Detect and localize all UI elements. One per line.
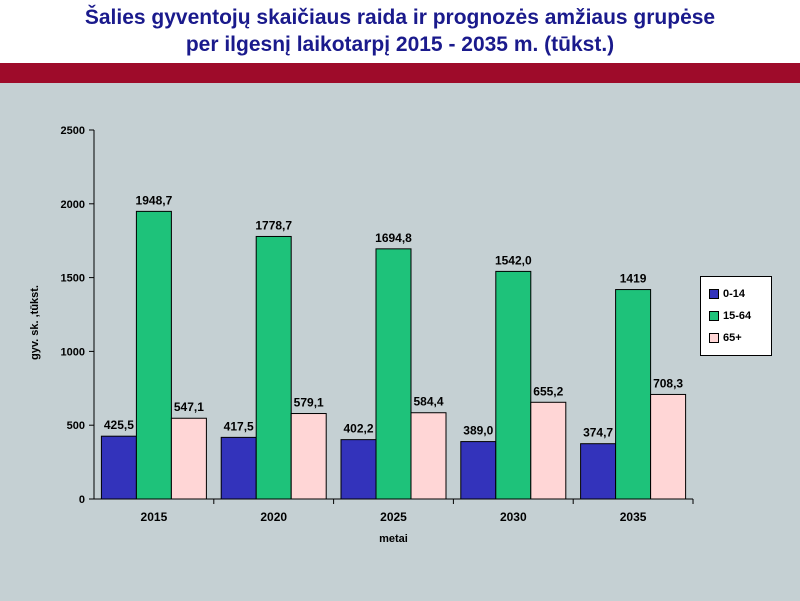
chart-title-line1: Šalies gyventojų skaičiaus raida ir prog… <box>84 6 716 29</box>
bar-chart: 0 500 1000 1500 2000 2500 425,5 1948,7 547,1 2015… <box>29 125 694 545</box>
data-label: 708,3 <box>653 376 683 390</box>
legend-swatch-0-14 <box>709 289 719 299</box>
data-label: 1419 <box>620 272 647 286</box>
data-label: 1948,7 <box>136 193 173 207</box>
data-label: 417,5 <box>224 419 254 433</box>
data-label: 1542,0 <box>495 253 532 267</box>
legend-swatch-15-64 <box>709 311 719 321</box>
data-label: 425,5 <box>104 418 134 432</box>
bar-15-64-2025 <box>375 248 412 500</box>
chart-legend: 0-14 15-64 65+ <box>700 276 772 356</box>
bar-65plus-2025 <box>410 412 447 500</box>
bar-65plus-2030 <box>530 401 567 500</box>
data-label: 579,1 <box>294 396 324 410</box>
data-label: 655,2 <box>533 384 563 398</box>
legend-swatch-65plus <box>709 333 719 343</box>
bar-0-14-2020 <box>220 436 257 500</box>
bar-65plus-2035 <box>650 393 687 500</box>
legend-label-65plus: 65+ <box>723 332 742 344</box>
x-tick-label: 2035 <box>620 510 647 524</box>
data-label: 1694,8 <box>375 231 412 245</box>
x-tick-label: 2025 <box>380 510 407 524</box>
data-label: 1778,7 <box>255 218 292 232</box>
legend-item-0-14: 0-14 <box>709 283 771 305</box>
chart-title-line2: per ilgesnį laikotarpį 2015 - 2035 m. (t… <box>185 33 615 56</box>
bar-15-64-2015 <box>135 210 172 500</box>
legend-label-15-64: 15-64 <box>723 310 752 322</box>
y-tick-label: 1000 <box>61 346 85 358</box>
legend-item-15-64: 15-64 <box>709 305 771 327</box>
y-tick-label: 2000 <box>61 199 85 211</box>
y-tick-label: 2500 <box>61 125 85 137</box>
bar-0-14-2025 <box>340 439 377 500</box>
y-tick-label: 0 <box>79 494 85 506</box>
bar-0-14-2035 <box>580 443 617 500</box>
data-label: 374,7 <box>583 426 613 440</box>
bar-0-14-2015 <box>100 435 137 500</box>
legend-label-0-14: 0-14 <box>723 288 746 300</box>
bar-0-14-2030 <box>460 441 497 500</box>
chart-title: Šalies gyventojų skaičiaus raida ir prog… <box>0 4 800 58</box>
y-tick-label: 1500 <box>61 273 85 285</box>
bar-15-64-2035 <box>615 289 652 500</box>
title-divider-band <box>0 63 800 83</box>
x-axis-label: metai <box>379 533 408 545</box>
bar-65plus-2015 <box>170 417 207 500</box>
y-tick-label: 500 <box>67 420 85 432</box>
data-label: 389,0 <box>463 424 493 438</box>
data-label: 547,1 <box>174 400 204 414</box>
data-label: 584,4 <box>413 395 443 409</box>
x-tick-label: 2020 <box>260 510 287 524</box>
y-axis-label: gyv. sk. ,tūkst. <box>29 285 41 360</box>
x-tick-label: 2015 <box>141 510 168 524</box>
x-tick-label: 2030 <box>500 510 527 524</box>
data-label: 402,2 <box>343 422 373 436</box>
bar-15-64-2020 <box>255 235 292 500</box>
legend-item-65plus: 65+ <box>709 327 771 349</box>
bar-15-64-2030 <box>495 270 532 500</box>
bar-65plus-2020 <box>290 413 327 500</box>
